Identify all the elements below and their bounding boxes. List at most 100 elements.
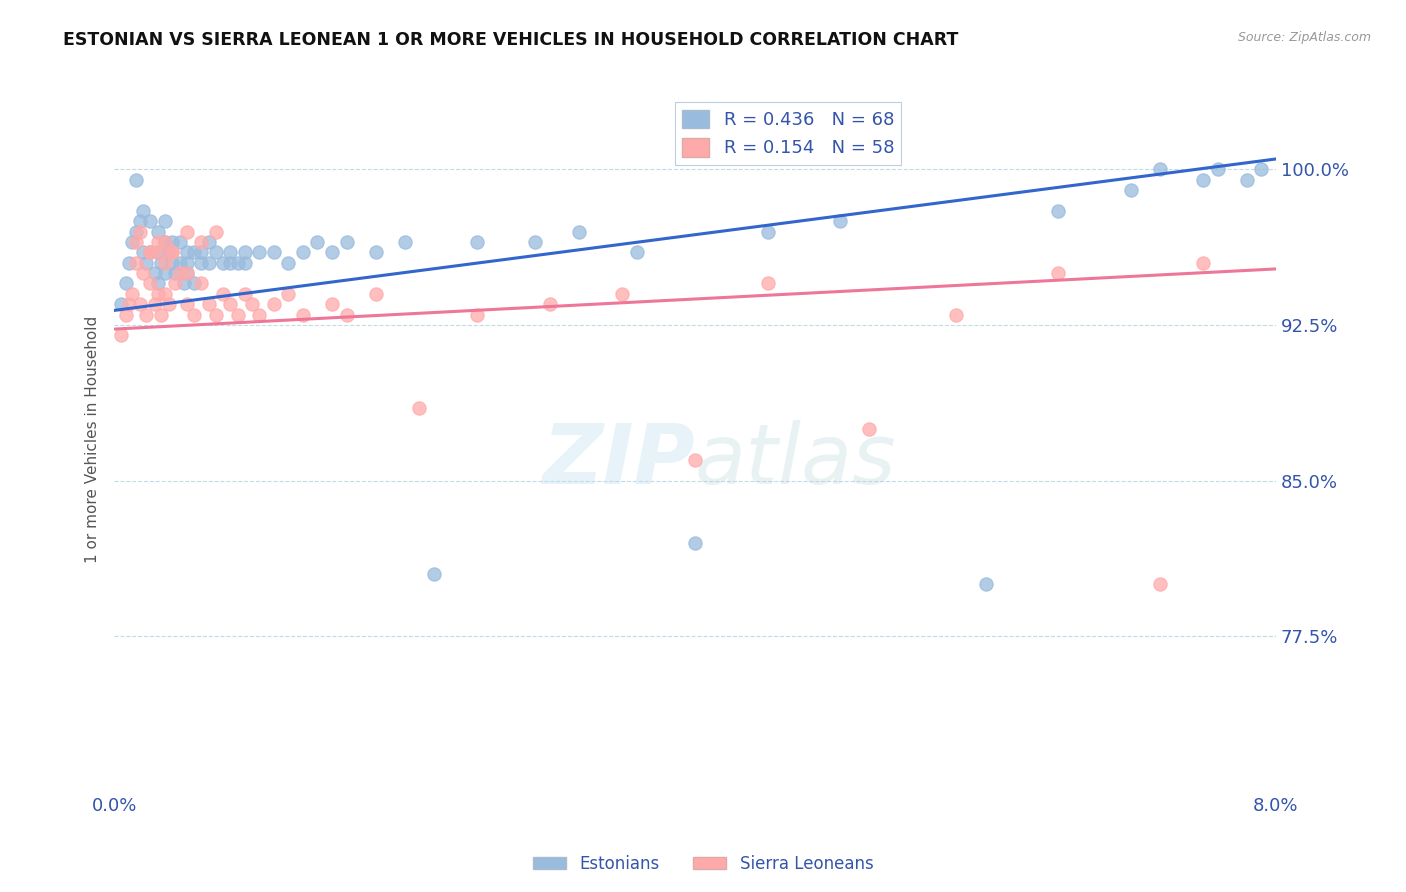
Point	[153, 256, 176, 270]
Point	[143, 266, 166, 280]
Point	[205, 245, 228, 260]
Point	[1236, 172, 1258, 186]
Point	[277, 286, 299, 301]
Point	[146, 235, 169, 249]
Point	[153, 235, 176, 249]
Point	[121, 235, 143, 249]
Point	[1149, 162, 1171, 177]
Point	[1047, 203, 1070, 218]
Point	[321, 297, 343, 311]
Point	[121, 286, 143, 301]
Point	[974, 577, 997, 591]
Point	[149, 256, 172, 270]
Point	[165, 266, 187, 280]
Point	[146, 245, 169, 260]
Point	[162, 245, 184, 260]
Point	[465, 235, 488, 249]
Point	[176, 266, 198, 280]
Point	[149, 308, 172, 322]
Point	[226, 256, 249, 270]
Text: Source: ZipAtlas.com: Source: ZipAtlas.com	[1237, 31, 1371, 45]
Point	[683, 535, 706, 549]
Point	[129, 214, 152, 228]
Point	[321, 245, 343, 260]
Point	[364, 245, 387, 260]
Point	[190, 235, 212, 249]
Point	[139, 245, 162, 260]
Point	[176, 256, 198, 270]
Point	[277, 256, 299, 270]
Point	[408, 401, 430, 415]
Point	[568, 225, 591, 239]
Point	[190, 256, 212, 270]
Point	[233, 245, 256, 260]
Point	[162, 256, 184, 270]
Point	[153, 214, 176, 228]
Point	[394, 235, 416, 249]
Point	[226, 308, 249, 322]
Point	[205, 225, 228, 239]
Point	[118, 256, 141, 270]
Point	[139, 277, 162, 291]
Point	[212, 256, 235, 270]
Point	[1206, 162, 1229, 177]
Point	[233, 256, 256, 270]
Point	[135, 308, 157, 322]
Point	[183, 277, 205, 291]
Point	[146, 286, 169, 301]
Point	[1149, 577, 1171, 591]
Point	[139, 245, 162, 260]
Point	[153, 235, 176, 249]
Point	[335, 308, 357, 322]
Point	[197, 297, 219, 311]
Point	[110, 297, 132, 311]
Point	[240, 297, 263, 311]
Point	[176, 266, 198, 280]
Text: ZIP: ZIP	[543, 420, 695, 500]
Point	[183, 245, 205, 260]
Point	[219, 256, 242, 270]
Point	[465, 308, 488, 322]
Point	[197, 235, 219, 249]
Point	[1119, 183, 1142, 197]
Legend: Estonians, Sierra Leoneans: Estonians, Sierra Leoneans	[526, 848, 880, 880]
Point	[129, 225, 152, 239]
Point	[176, 225, 198, 239]
Point	[169, 256, 191, 270]
Point	[129, 297, 152, 311]
Point	[146, 245, 169, 260]
Point	[1047, 266, 1070, 280]
Point	[132, 266, 155, 280]
Point	[945, 308, 967, 322]
Point	[524, 235, 547, 249]
Point	[197, 256, 219, 270]
Point	[233, 286, 256, 301]
Point	[263, 245, 285, 260]
Point	[146, 225, 169, 239]
Point	[291, 308, 314, 322]
Point	[626, 245, 648, 260]
Point	[249, 245, 271, 260]
Point	[162, 235, 184, 249]
Point	[125, 225, 148, 239]
Point	[183, 308, 205, 322]
Text: ESTONIAN VS SIERRA LEONEAN 1 OR MORE VEHICLES IN HOUSEHOLD CORRELATION CHART: ESTONIAN VS SIERRA LEONEAN 1 OR MORE VEH…	[63, 31, 959, 49]
Point	[153, 266, 176, 280]
Point	[263, 297, 285, 311]
Point	[364, 286, 387, 301]
Point	[422, 566, 444, 581]
Point	[135, 256, 157, 270]
Point	[538, 297, 561, 311]
Point	[830, 214, 852, 228]
Point	[169, 266, 191, 280]
Point	[335, 235, 357, 249]
Point	[756, 277, 779, 291]
Point	[165, 277, 187, 291]
Point	[118, 297, 141, 311]
Point	[132, 245, 155, 260]
Point	[1250, 162, 1272, 177]
Point	[157, 245, 180, 260]
Point	[114, 277, 136, 291]
Point	[176, 297, 198, 311]
Legend: R = 0.436   N = 68, R = 0.154   N = 58: R = 0.436 N = 68, R = 0.154 N = 58	[675, 103, 901, 165]
